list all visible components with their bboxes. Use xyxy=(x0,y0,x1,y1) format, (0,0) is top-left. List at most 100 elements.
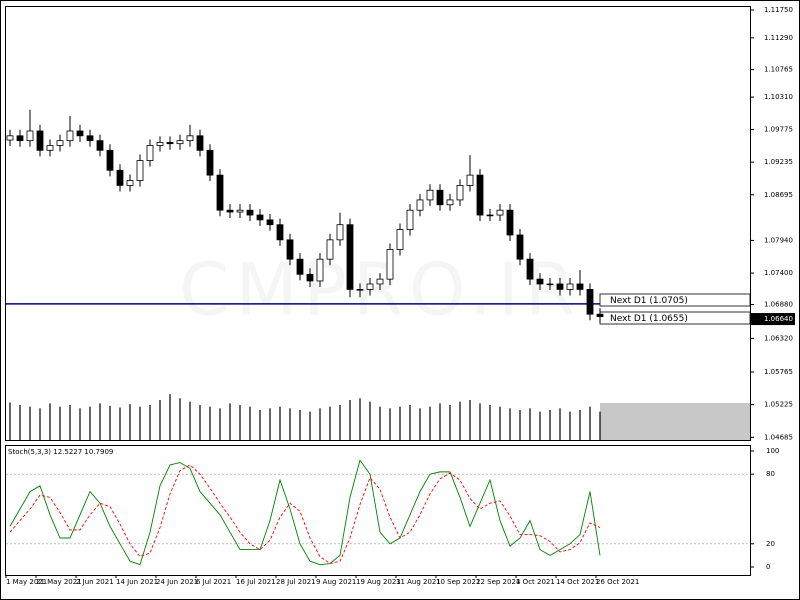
x-tick-label: 1 May 2021 xyxy=(6,578,47,586)
candle-body xyxy=(146,145,154,162)
candle-body xyxy=(36,130,44,151)
stoch-tick-label: 20 xyxy=(766,540,775,548)
candle-body xyxy=(16,135,24,142)
candle-body xyxy=(476,174,484,216)
stoch-line xyxy=(9,459,601,566)
candle-body xyxy=(6,135,14,141)
candle-body xyxy=(136,160,144,181)
x-tick-label: 28 Jul 2021 xyxy=(276,578,316,586)
candle-body xyxy=(456,185,464,201)
candle-body xyxy=(266,219,274,226)
candle-body xyxy=(246,209,254,216)
candle-body xyxy=(76,130,84,137)
candle-body xyxy=(366,283,374,290)
stoch-title: Stoch(5,3,3) 12.5227 10.7909 xyxy=(8,448,113,456)
y-tick-label: 1.05765 xyxy=(764,368,793,376)
price-tag-label: 1.06640 xyxy=(764,315,793,323)
y-tick-label: 1.10310 xyxy=(764,93,793,101)
candle-body xyxy=(186,135,194,142)
candle-body xyxy=(86,135,94,142)
x-tick-label: 16 Jul 2021 xyxy=(236,578,276,586)
annotation-box xyxy=(599,293,751,307)
candle-body xyxy=(326,239,334,260)
y-tick-label: 1.07400 xyxy=(764,269,793,277)
stoch-frame xyxy=(5,445,751,576)
candle-body xyxy=(396,229,404,250)
x-tick-label: 14 Oct 2021 xyxy=(556,578,599,586)
x-tick-label: 21 May 2021 xyxy=(36,578,82,586)
y-tick-label: 1.09775 xyxy=(764,125,793,133)
candle-body xyxy=(206,149,214,176)
x-tick-label: 22 Sep 2021 xyxy=(476,578,520,586)
candle-body xyxy=(26,130,34,142)
candle-body xyxy=(126,180,134,186)
watermark: CMPRO.IR xyxy=(179,248,581,332)
candle-body xyxy=(506,209,514,236)
y-tick-label: 1.11750 xyxy=(764,6,793,14)
candle-body xyxy=(356,289,364,291)
candle-body xyxy=(536,278,544,285)
candle-body xyxy=(596,313,604,318)
candle-body xyxy=(66,130,74,142)
candle-body xyxy=(346,224,354,290)
stoch-tick-label: 0 xyxy=(766,563,770,571)
candle-body xyxy=(176,140,184,145)
x-tick-label: 4 Oct 2021 xyxy=(516,578,555,586)
candle-body xyxy=(316,258,324,282)
volume-shade xyxy=(600,403,750,440)
candle-body xyxy=(586,289,594,315)
candle-body xyxy=(546,283,554,286)
candle-body xyxy=(516,234,524,260)
candle-body xyxy=(226,209,234,213)
y-tick-label: 1.11290 xyxy=(764,34,793,42)
y-tick-label: 1.06320 xyxy=(764,334,793,342)
candle-body xyxy=(416,199,424,211)
candle-body xyxy=(446,199,454,206)
y-tick-label: 1.05225 xyxy=(764,401,793,409)
candle-body xyxy=(296,258,304,275)
candle-body xyxy=(386,249,394,280)
candle-body xyxy=(496,209,504,216)
stoch-tick-label: 80 xyxy=(766,470,775,478)
candle-body xyxy=(156,142,164,146)
candle-body xyxy=(306,273,314,282)
y-tick-label: 1.10765 xyxy=(764,66,793,74)
y-tick-label: 1.08695 xyxy=(764,191,793,199)
candle-body xyxy=(56,140,64,146)
candle-body xyxy=(436,189,444,206)
candle-body xyxy=(556,283,564,290)
candle-body xyxy=(116,169,124,186)
x-tick-label: 10 Sep 2021 xyxy=(436,578,480,586)
price-frame xyxy=(5,6,751,441)
price-tag xyxy=(751,313,795,326)
x-tick-label: 14 Jun 2021 xyxy=(116,578,158,586)
x-tick-label: 6 Jul 2021 xyxy=(196,578,231,586)
candle-body xyxy=(46,145,54,151)
candle-body xyxy=(236,209,244,213)
x-tick-label: 9 Aug 2021 xyxy=(316,578,356,586)
stoch-line xyxy=(9,464,601,565)
candle-body xyxy=(166,142,174,145)
candle-body xyxy=(286,239,294,260)
x-tick-label: 26 Oct 2021 xyxy=(596,578,639,586)
y-tick-label: 1.06880 xyxy=(764,301,793,309)
annotation: Next D1 (1.0705) xyxy=(610,296,688,306)
candle-body xyxy=(576,283,584,290)
candle-body xyxy=(526,258,534,280)
x-tick-label: 24 Jun 2021 xyxy=(156,578,198,586)
y-tick-label: 1.04685 xyxy=(764,433,793,441)
x-tick-label: 19 Aug 2021 xyxy=(356,578,401,586)
candle-body xyxy=(376,278,384,285)
candle-body xyxy=(336,224,344,241)
candle-body xyxy=(566,283,574,290)
candle-body xyxy=(256,214,264,221)
candle-body xyxy=(466,174,474,186)
candle-body xyxy=(106,149,114,171)
candle-body xyxy=(426,189,434,201)
x-tick-label: 31 Aug 2021 xyxy=(396,578,441,586)
y-tick-label: 1.07940 xyxy=(764,236,793,244)
candle-body xyxy=(406,209,414,230)
candle-body xyxy=(96,140,104,151)
